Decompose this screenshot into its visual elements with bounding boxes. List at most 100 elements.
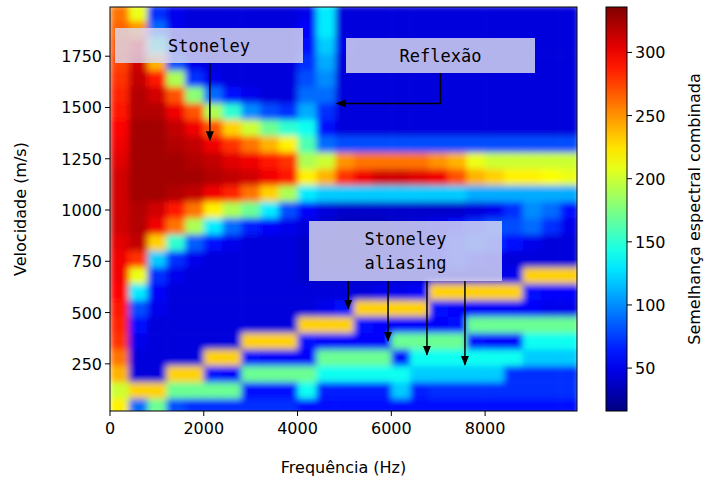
heat-cell bbox=[391, 21, 410, 38]
heat-cell bbox=[541, 21, 560, 38]
heat-cell bbox=[316, 185, 335, 202]
heat-cell bbox=[166, 218, 185, 235]
heat-cell bbox=[560, 218, 577, 235]
heat-cell bbox=[204, 317, 223, 334]
heat-cell bbox=[354, 169, 373, 186]
heat-cell bbox=[260, 218, 279, 235]
plot-area bbox=[110, 7, 577, 411]
heat-cell bbox=[223, 235, 242, 252]
x-tick bbox=[485, 411, 486, 416]
heat-cell bbox=[279, 218, 298, 235]
heat-cell bbox=[523, 284, 542, 301]
heat-cell bbox=[560, 300, 577, 317]
heat-cell bbox=[241, 349, 260, 366]
heat-cell bbox=[279, 366, 298, 383]
heat-cell bbox=[298, 399, 317, 411]
heat-cell bbox=[279, 267, 298, 284]
heat-cell bbox=[391, 284, 410, 301]
heat-cell bbox=[148, 103, 167, 120]
colorbar-tick bbox=[627, 115, 632, 116]
heat-cell bbox=[560, 7, 577, 22]
heat-cell bbox=[560, 185, 577, 202]
heat-cell bbox=[148, 382, 167, 399]
heat-cell bbox=[560, 38, 577, 55]
heat-cell bbox=[335, 103, 354, 120]
heat-cell bbox=[166, 333, 185, 350]
heat-cell bbox=[298, 169, 317, 186]
heat-cell bbox=[466, 136, 485, 153]
heat-cell bbox=[523, 202, 542, 219]
heat-cell bbox=[354, 21, 373, 38]
heat-cell bbox=[279, 7, 298, 22]
heat-cell bbox=[354, 284, 373, 301]
heat-cell bbox=[204, 333, 223, 350]
heat-cell bbox=[148, 202, 167, 219]
heat-cell bbox=[373, 382, 392, 399]
heat-cell bbox=[129, 71, 148, 88]
heat-cell bbox=[504, 202, 523, 219]
heat-cell bbox=[185, 399, 204, 411]
heat-cell bbox=[129, 185, 148, 202]
heat-cell bbox=[410, 7, 429, 22]
heat-cell bbox=[354, 153, 373, 170]
heat-cell bbox=[485, 103, 504, 120]
y-tick-label: 500 bbox=[71, 304, 102, 323]
heat-cell bbox=[504, 218, 523, 235]
heat-cell bbox=[560, 136, 577, 153]
heat-cell bbox=[279, 103, 298, 120]
heat-cell bbox=[373, 87, 392, 104]
heat-cell bbox=[185, 218, 204, 235]
heat-cell bbox=[373, 284, 392, 301]
heat-cell bbox=[335, 136, 354, 153]
heat-cell bbox=[110, 382, 129, 399]
heat-cell bbox=[541, 399, 560, 411]
heat-cell bbox=[110, 202, 129, 219]
heat-cell bbox=[185, 153, 204, 170]
heat-cell bbox=[485, 284, 504, 301]
heat-cell bbox=[298, 202, 317, 219]
heat-cell bbox=[504, 349, 523, 366]
heat-cell bbox=[110, 333, 129, 350]
heat-cell bbox=[110, 120, 129, 137]
heat-cell bbox=[260, 284, 279, 301]
heat-cell bbox=[185, 169, 204, 186]
heat-cell bbox=[560, 54, 577, 71]
heat-cell bbox=[241, 120, 260, 137]
heat-cell bbox=[316, 120, 335, 137]
heat-cell bbox=[148, 251, 167, 268]
colorbar-tick-label: 250 bbox=[635, 107, 666, 126]
colorbar-tick bbox=[627, 304, 632, 305]
heat-cell bbox=[429, 153, 448, 170]
heat-cell bbox=[504, 300, 523, 317]
colorbar-tick-label: 300 bbox=[635, 43, 666, 62]
heat-cell bbox=[166, 382, 185, 399]
heat-cell bbox=[166, 169, 185, 186]
heat-cell bbox=[354, 136, 373, 153]
heat-cell bbox=[279, 399, 298, 411]
heat-cell bbox=[279, 317, 298, 334]
heat-cell bbox=[223, 120, 242, 137]
heat-cell bbox=[448, 136, 467, 153]
heat-cell bbox=[204, 399, 223, 411]
heat-cell bbox=[298, 136, 317, 153]
heat-cell bbox=[448, 87, 467, 104]
heat-cell bbox=[148, 366, 167, 383]
heat-cell bbox=[316, 71, 335, 88]
heat-cell bbox=[129, 267, 148, 284]
heat-cell bbox=[485, 87, 504, 104]
heat-cell bbox=[354, 382, 373, 399]
heat-cell bbox=[354, 71, 373, 88]
heat-cell bbox=[448, 366, 467, 383]
heat-cell bbox=[279, 251, 298, 268]
heat-cell bbox=[204, 103, 223, 120]
heat-cell bbox=[166, 71, 185, 88]
heat-cell bbox=[260, 202, 279, 219]
heat-cell bbox=[148, 300, 167, 317]
annotation-box bbox=[346, 38, 535, 73]
heat-cell bbox=[448, 7, 467, 22]
heat-cell bbox=[485, 169, 504, 186]
heat-cell bbox=[485, 120, 504, 137]
colorbar-tick-label: 100 bbox=[635, 296, 666, 315]
heat-cell bbox=[523, 120, 542, 137]
heat-cell bbox=[279, 71, 298, 88]
